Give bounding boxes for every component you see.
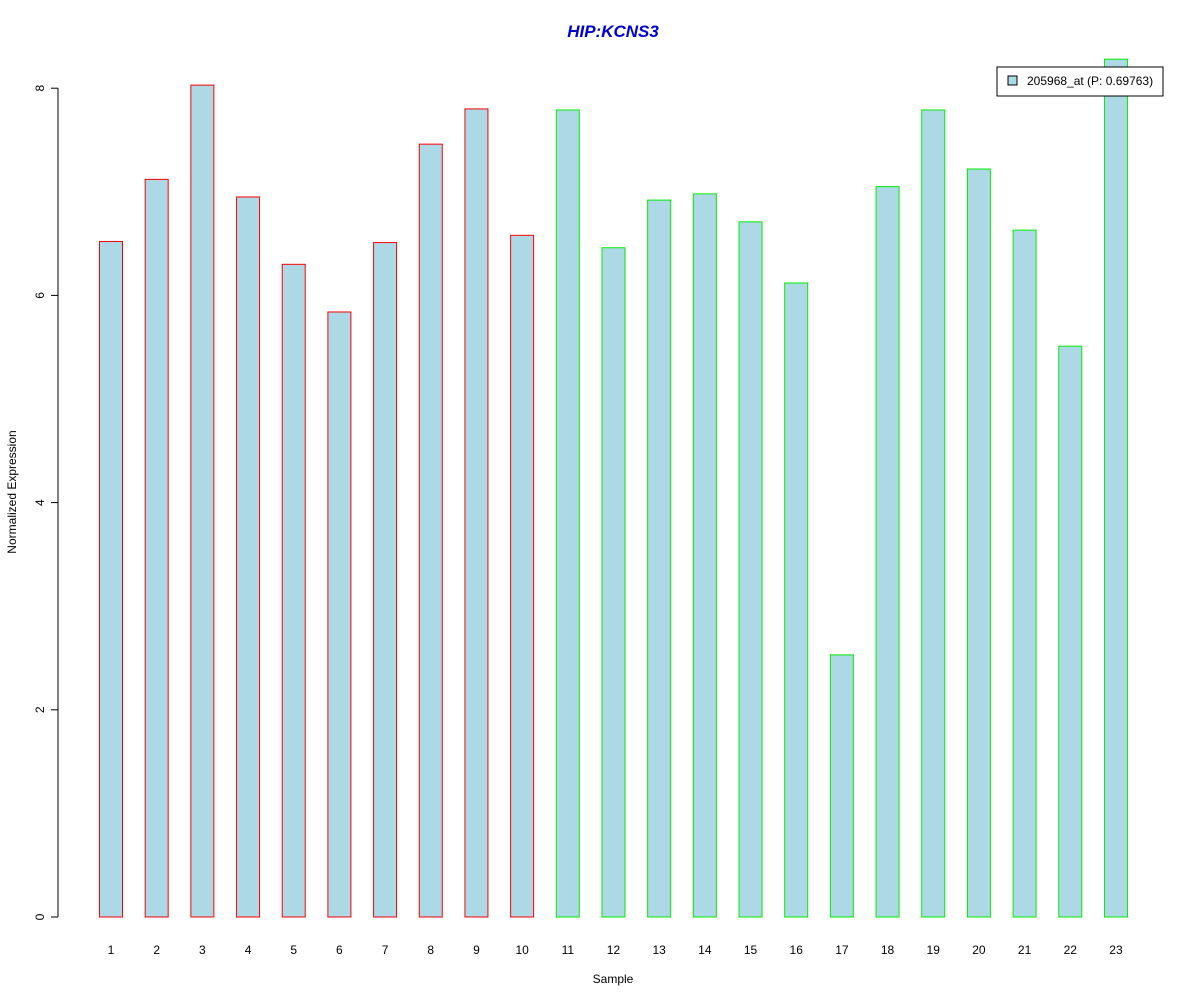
x-axis-tick-label: 13 xyxy=(652,943,666,957)
x-axis-tick-label: 1 xyxy=(108,943,115,957)
bar-sample-14 xyxy=(692,193,717,918)
x-axis-tick-label: 4 xyxy=(245,943,252,957)
legend: 205968_at (P: 0.69763) xyxy=(996,66,1164,97)
bar-sample-5 xyxy=(281,263,306,918)
bars xyxy=(99,58,1128,918)
bar-sample-19 xyxy=(921,109,946,918)
bar-sample-6 xyxy=(327,311,352,918)
bar-sample-22 xyxy=(1058,345,1083,918)
bar-sample-20 xyxy=(966,168,991,918)
x-axis-tick-label: 17 xyxy=(835,943,849,957)
x-axis-tick-label: 10 xyxy=(515,943,529,957)
bar-sample-16 xyxy=(784,282,809,918)
x-axis-tick-labels: 1 2 3 4 5 6 7 8 9 10 11 12 13 14 15 16 17 18 19 20 21 22 23 xyxy=(108,943,1123,957)
bar-sample-1 xyxy=(99,241,123,918)
legend-label: 205968_at (P: 0.69763) xyxy=(1027,74,1153,88)
x-axis-tick-label: 8 xyxy=(427,943,434,957)
legend-swatch xyxy=(1007,75,1018,86)
bar-sample-2 xyxy=(144,178,169,918)
legend-box xyxy=(996,66,1164,97)
bar-sample-7 xyxy=(373,242,398,918)
x-axis-tick-label: 9 xyxy=(473,943,480,957)
bar-sample-9 xyxy=(464,108,489,918)
x-axis-tick-label: 5 xyxy=(290,943,297,957)
x-axis-tick-label: 6 xyxy=(336,943,343,957)
x-axis-label: Sample xyxy=(593,972,634,986)
bar-sample-23 xyxy=(1103,58,1128,918)
x-axis-tick-label: 16 xyxy=(790,943,804,957)
y-axis-tick-label: 6 xyxy=(33,292,47,299)
x-axis-tick-label: 20 xyxy=(972,943,986,957)
x-axis-tick-label: 23 xyxy=(1109,943,1123,957)
bar-sample-13 xyxy=(647,199,672,918)
x-axis-tick-label: 3 xyxy=(199,943,206,957)
x-axis-tick-label: 21 xyxy=(1018,943,1032,957)
x-axis-tick-label: 19 xyxy=(927,943,941,957)
x-axis-tick-label: 11 xyxy=(562,943,575,957)
y-axis-tick-label: 2 xyxy=(33,706,47,713)
bar-sample-10 xyxy=(510,234,535,918)
bar-sample-18 xyxy=(875,186,900,918)
x-axis-tick-label: 22 xyxy=(1064,943,1078,957)
x-axis-tick-label: 14 xyxy=(698,943,712,957)
bar-sample-12 xyxy=(601,247,626,918)
x-axis-tick-label: 7 xyxy=(382,943,389,957)
x-axis-tick-label: 15 xyxy=(744,943,758,957)
bar-sample-4 xyxy=(236,196,261,918)
y-axis-tick-label: 4 xyxy=(33,499,47,506)
x-axis-tick-label: 18 xyxy=(881,943,895,957)
y-axis-label: Normalized Expression xyxy=(5,430,19,553)
x-axis-tick-label: 2 xyxy=(153,943,160,957)
bar-sample-17 xyxy=(829,654,854,918)
bar-sample-15 xyxy=(738,221,763,918)
x-axis-tick-label: 12 xyxy=(607,943,621,957)
chart-title: HIP:KCNS3 xyxy=(567,22,659,41)
bar-sample-11 xyxy=(555,109,580,918)
bar-sample-3 xyxy=(190,84,215,918)
bar-sample-21 xyxy=(1012,229,1037,918)
y-axis-tick-label: 0 xyxy=(33,913,47,920)
y-axis-tick-label: 8 xyxy=(33,85,47,92)
bar-sample-8 xyxy=(418,143,443,918)
y-axis: 0 2 4 6 8 xyxy=(33,85,59,920)
